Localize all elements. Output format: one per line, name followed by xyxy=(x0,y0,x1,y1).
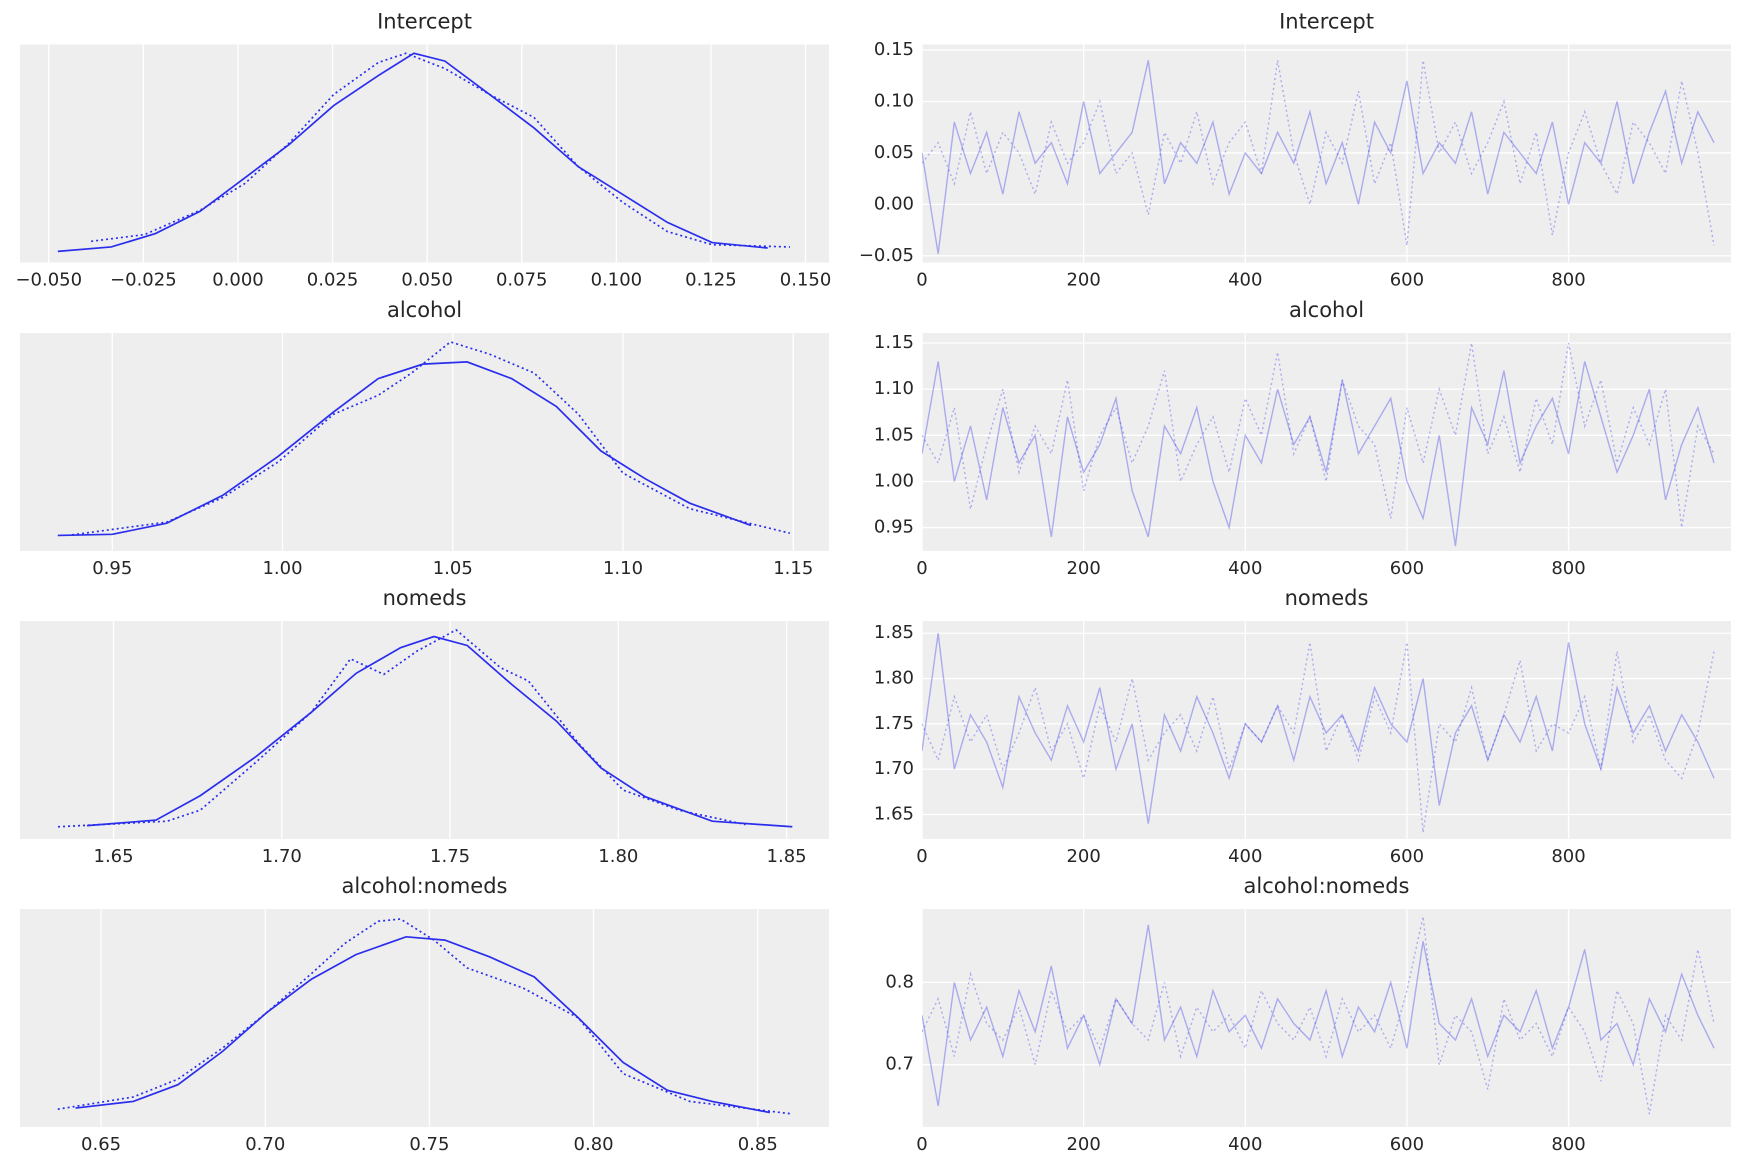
y-tick-label: 1.70 xyxy=(874,758,914,779)
x-tick-label: 400 xyxy=(1228,1134,1262,1155)
x-tick-label: 0 xyxy=(916,1134,927,1155)
x-tick-label: 0 xyxy=(916,270,927,291)
series-line xyxy=(71,340,791,536)
series-line xyxy=(922,633,1715,824)
x-tick-label: 600 xyxy=(1390,270,1424,291)
x-tick-label: 600 xyxy=(1390,558,1424,579)
subplot: alcohol:nomeds 0.65 0.70 0.75 0.80 0.85 xyxy=(20,874,829,1155)
x-tick-label: 200 xyxy=(1066,558,1100,579)
subplot: Intercept −0.050 −0.025 0.000 0.025 0.050 0.07… xyxy=(15,10,831,291)
x-tick-label: 0.65 xyxy=(81,1134,121,1155)
subplot-title: Intercept xyxy=(1279,10,1374,34)
subplot-title: alcohol xyxy=(387,298,462,322)
subplot-title: alcohol xyxy=(1289,298,1364,322)
series-line xyxy=(922,60,1715,254)
y-tick-label: 1.00 xyxy=(874,470,914,491)
y-tick-label: 0.7 xyxy=(885,1054,914,1075)
series-line xyxy=(91,52,791,248)
x-tick-label: −0.050 xyxy=(15,270,82,291)
y-tick-label: 1.80 xyxy=(874,668,914,689)
x-tick-label: 0.100 xyxy=(591,270,643,291)
y-tick-label: 0.95 xyxy=(874,517,914,538)
subplot: nomeds 0 200 400 600 800 1.65 1.70 1.75 1.80 1.85 xyxy=(874,586,1731,867)
y-tick-label: 1.85 xyxy=(874,622,914,643)
x-tick-label: 1.85 xyxy=(767,846,807,867)
x-tick-label: 200 xyxy=(1066,846,1100,867)
subplot: alcohol 0.95 1.00 1.05 1.10 1.15 xyxy=(20,298,829,579)
series-line xyxy=(57,918,791,1115)
x-tick-label: 1.10 xyxy=(603,558,643,579)
x-tick-label: 1.00 xyxy=(262,558,302,579)
y-tick-label: 1.15 xyxy=(874,332,914,353)
x-tick-label: 800 xyxy=(1551,846,1585,867)
x-tick-label: 1.70 xyxy=(262,846,302,867)
x-tick-label: 1.80 xyxy=(598,846,638,867)
x-tick-label: 0.70 xyxy=(245,1134,285,1155)
x-tick-label: 0.050 xyxy=(401,270,453,291)
subplot-title: nomeds xyxy=(1285,586,1369,610)
x-tick-label: 0.75 xyxy=(409,1134,449,1155)
subplot: alcohol 0 200 400 600 800 0.95 1.00 1.05 1.10 1.15 xyxy=(874,298,1731,579)
x-tick-label: −0.025 xyxy=(110,270,177,291)
x-tick-label: 0.000 xyxy=(212,270,264,291)
x-tick-label: 1.65 xyxy=(94,846,134,867)
x-tick-label: 0.125 xyxy=(685,270,737,291)
series-line xyxy=(86,635,793,828)
panel xyxy=(20,909,829,1127)
series-line xyxy=(922,916,1715,1115)
x-tick-label: 0 xyxy=(916,846,927,867)
x-tick-label: 0.95 xyxy=(92,558,132,579)
subplot: Intercept 0 200 400 600 800 −0.05 0.00 0.05 0.10 0… xyxy=(859,10,1731,291)
series-line xyxy=(75,935,771,1114)
y-tick-label: 1.65 xyxy=(874,804,914,825)
panel xyxy=(922,621,1731,839)
x-tick-label: 0.85 xyxy=(738,1134,778,1155)
x-tick-label: 400 xyxy=(1228,270,1262,291)
series-line xyxy=(922,361,1715,547)
panel xyxy=(20,621,829,839)
series-line xyxy=(57,628,746,828)
x-tick-label: 800 xyxy=(1551,270,1585,291)
subplot-title: nomeds xyxy=(383,586,467,610)
subplot: nomeds 1.65 1.70 1.75 1.80 1.85 xyxy=(20,586,829,867)
y-tick-label: 0.8 xyxy=(885,971,914,992)
series-line xyxy=(922,342,1715,528)
y-tick-label: 0.10 xyxy=(874,90,914,111)
x-tick-label: 800 xyxy=(1551,558,1585,579)
subplot-title: alcohol:nomeds xyxy=(342,874,508,898)
x-tick-label: 200 xyxy=(1066,270,1100,291)
y-tick-label: −0.05 xyxy=(859,245,914,266)
x-tick-label: 0.025 xyxy=(307,270,359,291)
x-tick-label: 1.05 xyxy=(433,558,473,579)
series-line xyxy=(57,52,768,253)
x-tick-label: 0.80 xyxy=(574,1134,614,1155)
x-tick-label: 200 xyxy=(1066,1134,1100,1155)
series-line xyxy=(922,924,1715,1106)
x-tick-label: 1.15 xyxy=(773,558,813,579)
subplot: alcohol:nomeds 0 200 400 600 800 0.7 0.8 xyxy=(885,874,1731,1155)
series-line xyxy=(922,642,1715,833)
x-tick-label: 0.075 xyxy=(496,270,548,291)
x-tick-label: 1.75 xyxy=(430,846,470,867)
y-tick-label: 1.75 xyxy=(874,713,914,734)
x-tick-label: 400 xyxy=(1228,558,1262,579)
subplot-title: Intercept xyxy=(377,10,472,34)
y-tick-label: 0.00 xyxy=(874,193,914,214)
x-tick-label: 400 xyxy=(1228,846,1262,867)
panel xyxy=(20,333,829,551)
y-tick-label: 1.10 xyxy=(874,378,914,399)
y-tick-label: 0.05 xyxy=(874,142,914,163)
y-tick-label: 0.15 xyxy=(874,39,914,60)
subplot-title: alcohol:nomeds xyxy=(1244,874,1410,898)
x-tick-label: 600 xyxy=(1390,1134,1424,1155)
x-tick-label: 0.150 xyxy=(780,270,832,291)
x-tick-label: 0 xyxy=(916,558,927,579)
x-tick-label: 800 xyxy=(1551,1134,1585,1155)
panel xyxy=(922,333,1731,551)
x-tick-label: 600 xyxy=(1390,846,1424,867)
panel xyxy=(922,909,1731,1127)
y-tick-label: 1.05 xyxy=(874,424,914,445)
panel xyxy=(20,44,829,263)
